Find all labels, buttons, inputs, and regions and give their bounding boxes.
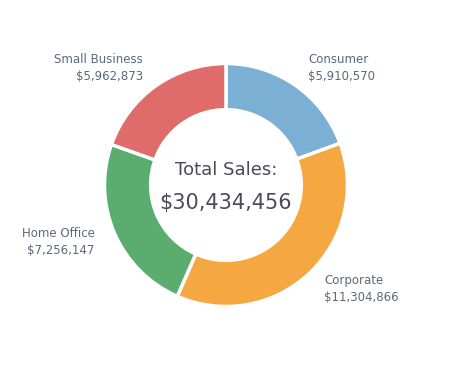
Wedge shape [105,145,196,296]
Text: $5,962,873: $5,962,873 [76,70,143,83]
Text: $7,256,147: $7,256,147 [27,244,94,257]
Wedge shape [111,64,226,160]
Text: Consumer: Consumer [308,53,368,65]
Text: Home Office: Home Office [22,227,94,240]
Text: Small Business: Small Business [55,53,143,66]
Text: Corporate: Corporate [324,275,383,287]
Text: $11,304,866: $11,304,866 [324,292,399,305]
Wedge shape [226,64,340,159]
Wedge shape [177,143,347,306]
Text: $30,434,456: $30,434,456 [160,193,292,213]
Text: Total Sales:: Total Sales: [175,161,277,179]
Text: $5,910,570: $5,910,570 [308,70,375,83]
